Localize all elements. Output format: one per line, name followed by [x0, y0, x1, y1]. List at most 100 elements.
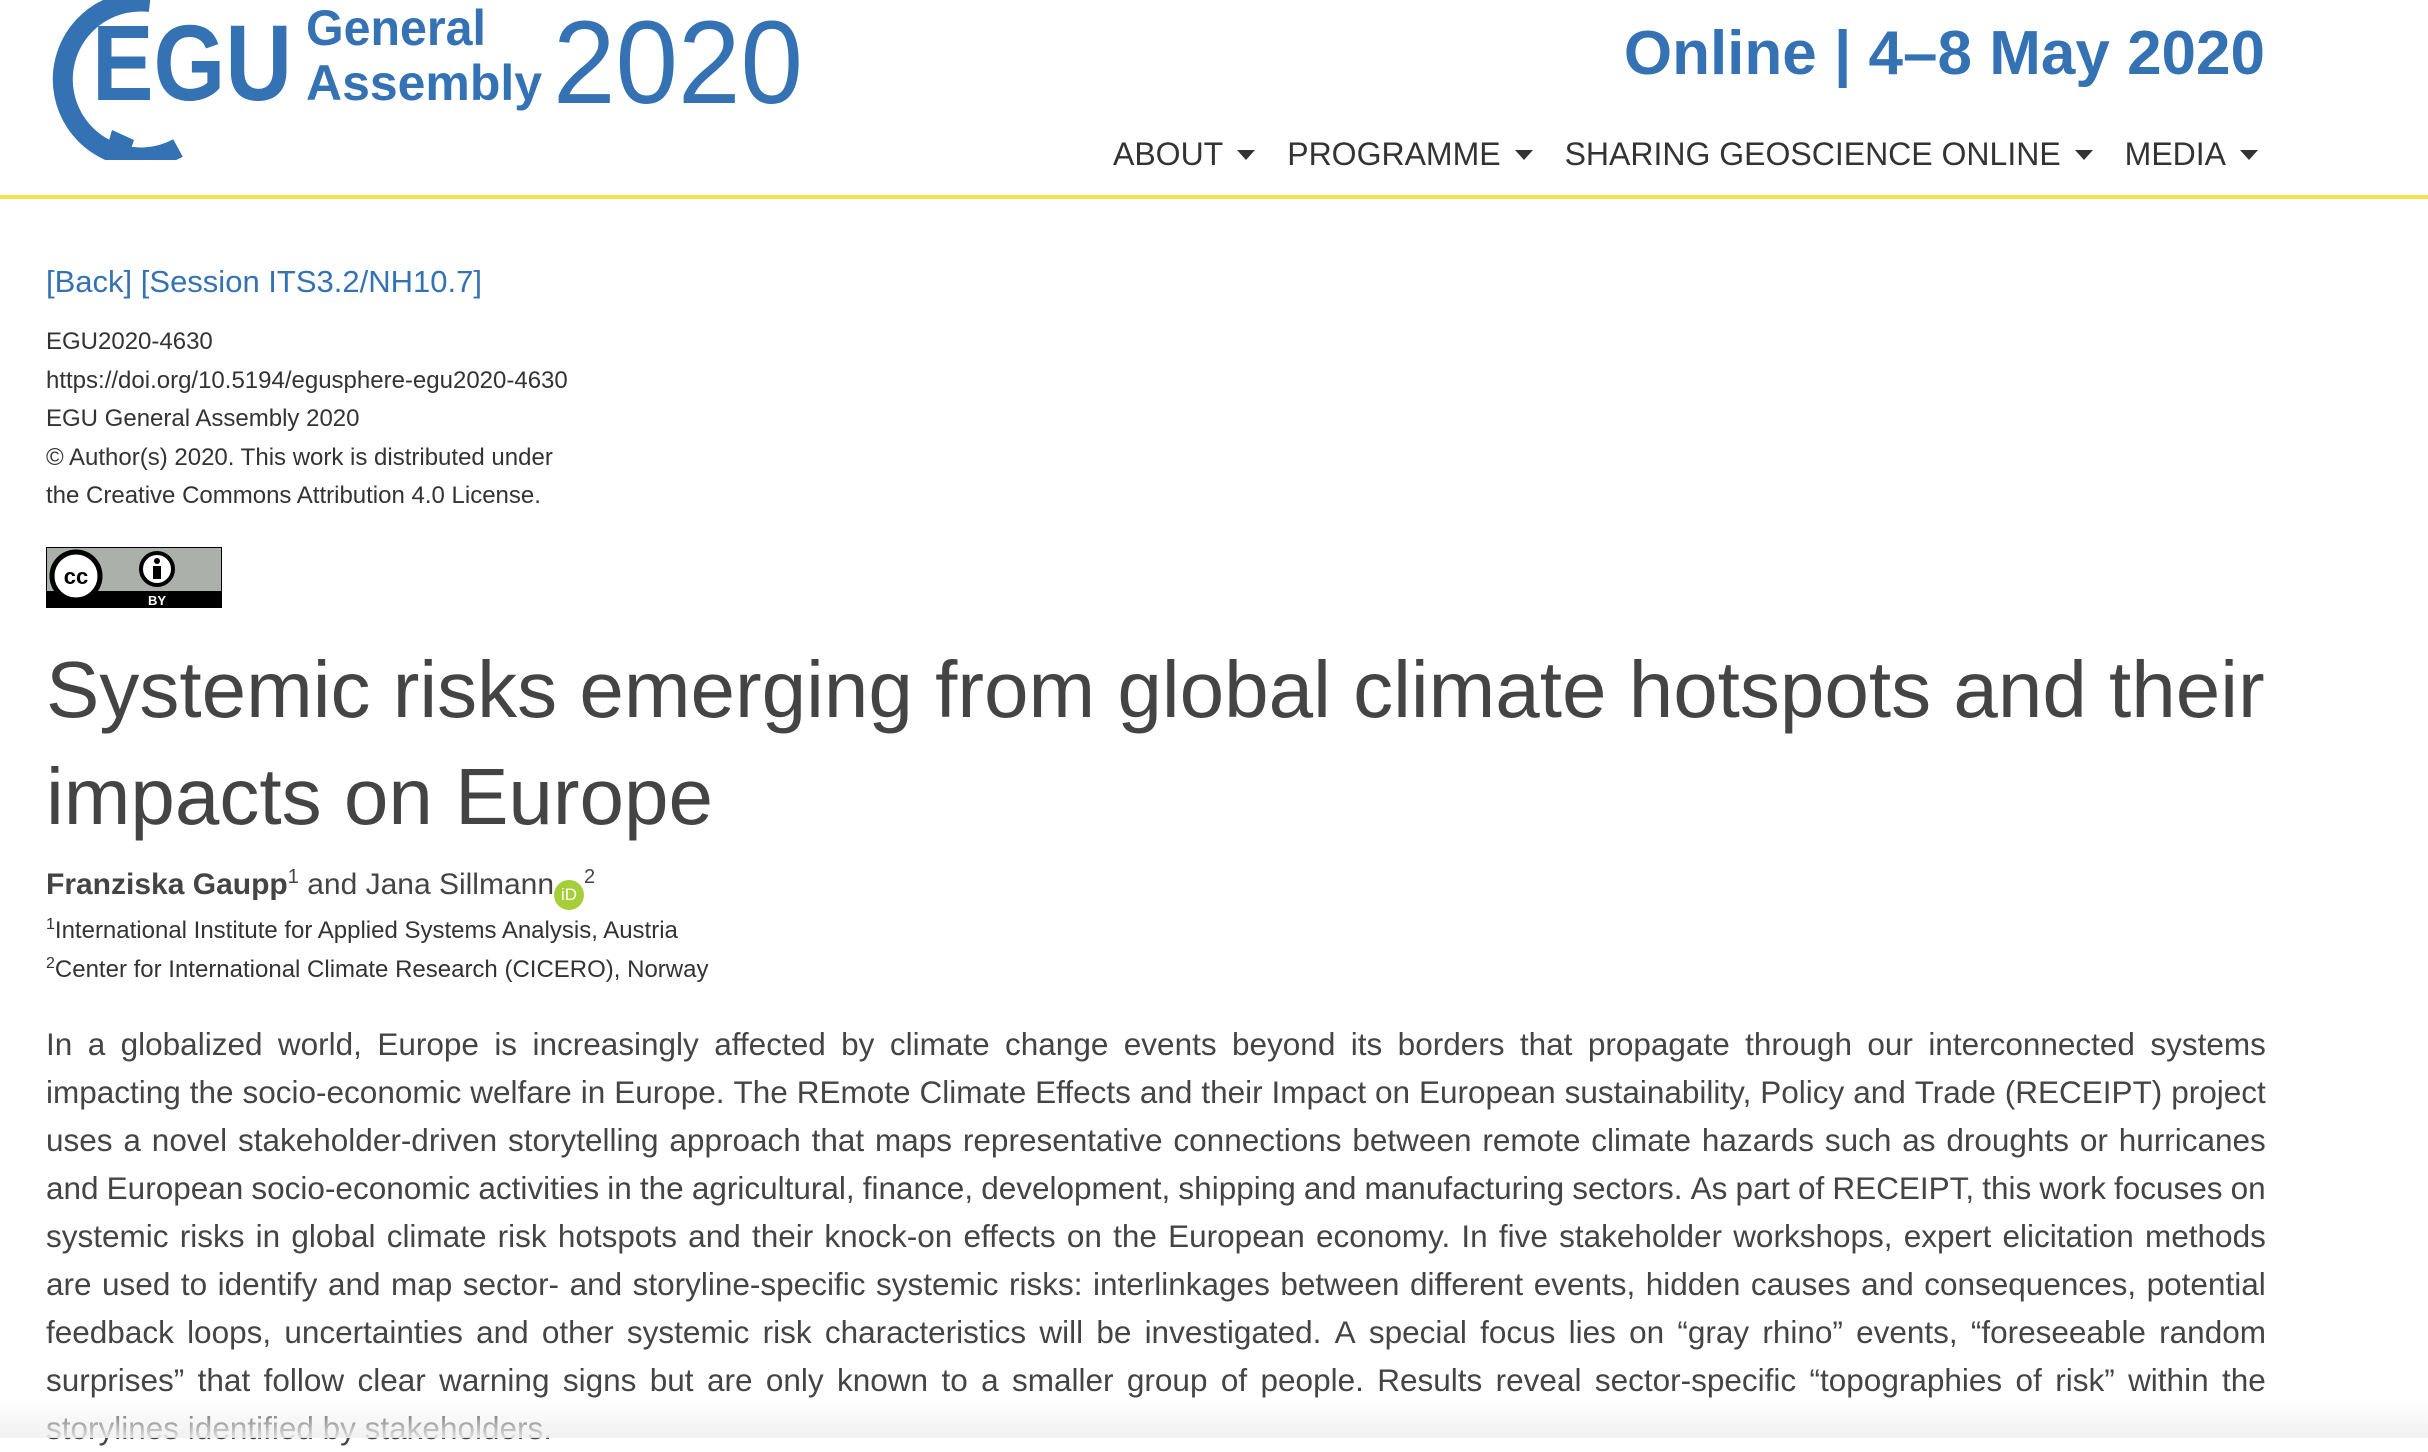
word: of — [1220, 1362, 1248, 1398]
word: within — [2128, 1362, 2209, 1398]
word: climate — [889, 1026, 990, 1062]
abstract-line: surprises” that follow clear warning signs but… — [46, 1356, 2266, 1404]
word: manufacturing — [1364, 1170, 1565, 1206]
word: and — [46, 1170, 99, 1206]
word: “gray — [1677, 1314, 1750, 1350]
word: are — [46, 1266, 92, 1302]
word: in — [580, 1074, 606, 1110]
word: economy. — [1315, 1218, 1451, 1254]
word: As — [1690, 1170, 1728, 1206]
orcid-icon[interactable]: iD — [554, 880, 585, 910]
nav-sharing-geoscience-online[interactable]: SHARING GEOSCIENCE ONLINE — [1565, 136, 2093, 173]
word: that — [1519, 1026, 1573, 1062]
word: impacting — [46, 1074, 181, 1110]
word: remote — [1482, 1122, 1581, 1158]
word: be — [1096, 1314, 1132, 1350]
logo-assembly: Assembly — [306, 55, 542, 111]
abstract-metadata: EGU2020-4630 https://doi.org/10.5194/egu… — [46, 323, 568, 516]
word: five — [1498, 1218, 1548, 1254]
word: European — [106, 1170, 244, 1206]
word: risk — [497, 1218, 547, 1254]
by-text: BY — [148, 593, 166, 608]
nav-media[interactable]: MEDIA — [2125, 136, 2258, 173]
word: In — [1461, 1218, 1488, 1254]
word: systems — [2150, 1026, 2266, 1062]
word: through — [1745, 1026, 1852, 1062]
affiliation-text: International Institute for Applied Syst… — [54, 917, 678, 944]
word: finance, — [862, 1170, 974, 1206]
word: systemic — [46, 1218, 169, 1254]
word: workshops, — [1733, 1218, 1893, 1254]
word: this — [1982, 1170, 2032, 1206]
affiliation-ref: 1 — [287, 866, 299, 888]
word: a — [981, 1362, 999, 1398]
word: work — [2039, 1170, 2106, 1206]
word: as — [1902, 1122, 1936, 1158]
word: events, — [1856, 1314, 1958, 1350]
word: surprises” — [46, 1362, 185, 1398]
word: sectors. — [1572, 1170, 1683, 1206]
word: A — [1334, 1314, 1356, 1350]
word: and — [476, 1314, 529, 1350]
word: stakeholder-driven — [237, 1122, 498, 1158]
main-nav: ABOUT PROGRAMME SHARING GEOSCIENCE ONLIN… — [1113, 136, 2258, 173]
author-1[interactable]: Franziska Gaupp — [46, 868, 288, 901]
word: elicitation — [2002, 1218, 2134, 1254]
word: socio-economic — [242, 1074, 462, 1110]
back-link[interactable]: [Back] — [46, 264, 133, 299]
word: on — [2230, 1170, 2266, 1206]
word: other — [541, 1314, 614, 1350]
word: (RECEIPT) — [2004, 1074, 2163, 1110]
word: world, — [277, 1026, 362, 1062]
nav-programme[interactable]: PROGRAMME — [1287, 136, 1533, 173]
word: in — [607, 1170, 632, 1206]
word: that — [197, 1362, 251, 1398]
egu-logo[interactable]: EGU General Assembly 2020 — [30, 0, 830, 160]
word: hazards — [1701, 1122, 1814, 1158]
nav-about[interactable]: ABOUT — [1113, 136, 1256, 173]
word: and — [569, 1266, 623, 1302]
word: and — [1303, 1170, 1357, 1206]
word: and — [1853, 1074, 1906, 1110]
authors: Franziska Gaupp1 and Jana Sillmann iD2 — [46, 866, 595, 910]
affiliation-text: Center for International Climate Researc… — [54, 956, 709, 983]
word: the — [1113, 1218, 1157, 1254]
word: RECEIPT, — [1832, 1170, 1975, 1206]
cc-by-license-badge[interactable]: cc BY — [46, 547, 222, 608]
word: Climate — [919, 1074, 1027, 1110]
session-link[interactable]: [Session ITS3.2/NH10.7] — [140, 264, 482, 299]
word: their — [1201, 1074, 1263, 1110]
logo-year: 2020 — [553, 0, 803, 129]
word: causes — [1750, 1266, 1851, 1302]
word: climate — [386, 1218, 487, 1254]
word: sector- — [462, 1266, 560, 1302]
word: such — [1824, 1122, 1892, 1158]
author-2[interactable]: and Jana Sillmann — [298, 868, 555, 901]
word: characteristics — [824, 1314, 1027, 1350]
word: is — [494, 1026, 518, 1062]
word: knock-on — [824, 1218, 953, 1254]
word: smaller — [1012, 1362, 1114, 1398]
word: change — [1005, 1026, 1109, 1062]
abstract-line: impacting the socio-economic welfare in Europ… — [46, 1068, 2266, 1116]
caret-down-icon — [1237, 149, 1256, 160]
word: novel — [151, 1122, 228, 1158]
word: project — [2171, 1074, 2266, 1110]
word: risks: — [1008, 1266, 1083, 1302]
word: sustainability, — [1564, 1074, 1752, 1110]
word: expert — [1903, 1218, 1992, 1254]
word: and — [1139, 1074, 1193, 1110]
cc-text: cc — [64, 564, 88, 589]
word: to — [941, 1362, 968, 1398]
event-dates: Online | 4–8 May 2020 — [1623, 19, 2265, 88]
word: reveal — [1495, 1362, 1582, 1398]
word: between — [1280, 1266, 1400, 1302]
word: welfare — [470, 1074, 572, 1110]
word: REmote — [796, 1074, 911, 1110]
word: known — [837, 1362, 929, 1398]
word: socio-economic — [251, 1170, 471, 1206]
word: methods — [2145, 1218, 2266, 1254]
word: only — [765, 1362, 824, 1398]
word: map — [391, 1266, 453, 1302]
word: effects — [963, 1218, 1056, 1254]
